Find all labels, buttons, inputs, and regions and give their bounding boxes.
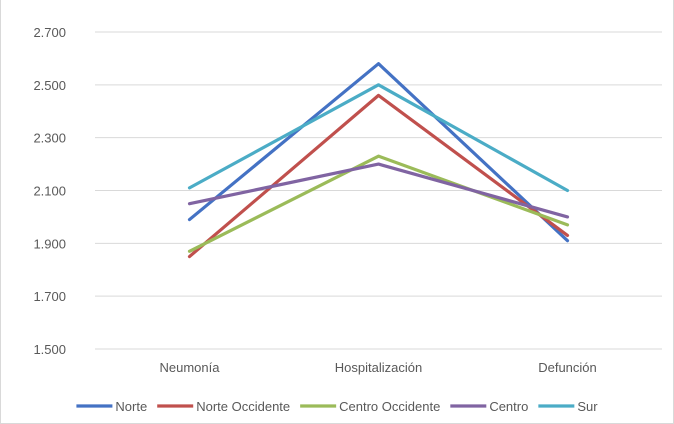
legend-label: Centro [489,399,528,414]
x-tick-label: Hospitalización [335,360,422,375]
gridlines [95,31,662,350]
y-tick-label: 2.100 [33,184,66,199]
legend-label: Norte [115,399,147,414]
y-axis-ticks: 1.500 1.700 1.900 2.100 2.300 2.500 2.700 [33,25,66,357]
y-tick-label: 1.700 [33,289,66,304]
y-tick-label: 2.300 [33,131,66,146]
series-line-norte [187,62,570,243]
y-tick-label: 2.500 [33,78,66,93]
y-tick-label: 2.700 [33,25,66,40]
series-line-norte-occidente [187,93,570,259]
series-line-sur [187,83,570,193]
series-line-centro [187,162,570,219]
y-tick-label: 1.900 [33,236,66,251]
x-axis-ticks: Neumonía Hospitalización Defunción [160,360,597,375]
legend-label: Centro Occidente [339,399,440,414]
y-tick-label: 1.500 [33,342,66,357]
x-tick-label: Neumonía [160,360,221,375]
x-tick-label: Defunción [538,360,597,375]
series-lines [187,62,570,259]
legend-label: Norte Occidente [196,399,290,414]
legend: Norte Norte Occidente Centro Occidente Cent… [76,399,598,414]
series-line-centro-occidente [187,154,570,253]
legend-label: Sur [577,399,598,414]
